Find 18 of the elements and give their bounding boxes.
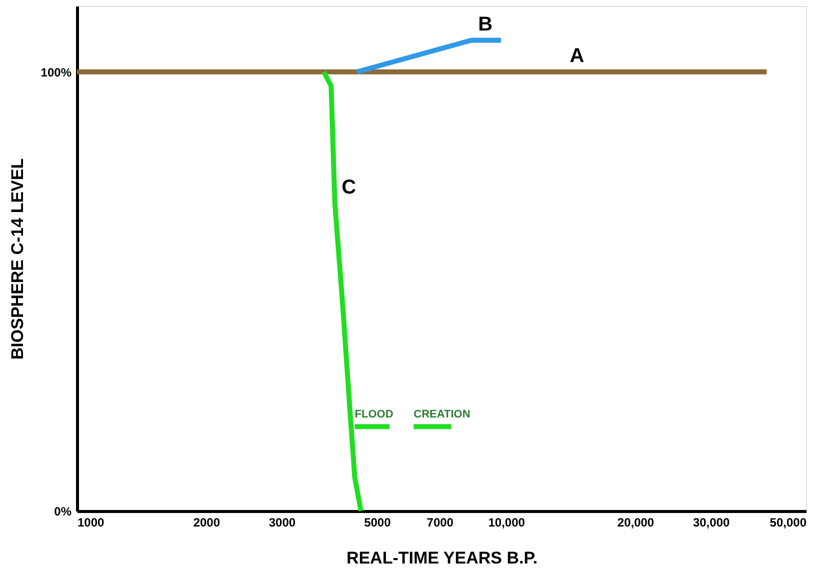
x-axis-title: REAL-TIME YEARS B.P. (346, 548, 538, 568)
x-tick-label: 10,000 (488, 516, 526, 530)
x-tick-label: 30,000 (692, 516, 730, 530)
x-tick-label: 3000 (268, 516, 296, 530)
series-label: CREATION (414, 408, 470, 421)
y-tick-label: 100% (40, 65, 72, 80)
x-tick-label: 1000 (78, 516, 105, 530)
x-tick-label: 5000 (364, 516, 392, 530)
x-tick-label: 50,000 (770, 516, 807, 530)
annotation: C (342, 176, 356, 199)
y-axis-title: BIOSPHERE C-14 LEVEL (8, 158, 27, 360)
x-tick-label: 2000 (193, 516, 220, 530)
annotation: A (570, 44, 584, 67)
y-tick-label: 0% (54, 504, 72, 518)
series-label: FLOOD (354, 408, 394, 421)
annotation: B (478, 13, 493, 36)
x-tick-label: 20,000 (617, 516, 654, 530)
x-tick-label: 7000 (426, 516, 454, 530)
